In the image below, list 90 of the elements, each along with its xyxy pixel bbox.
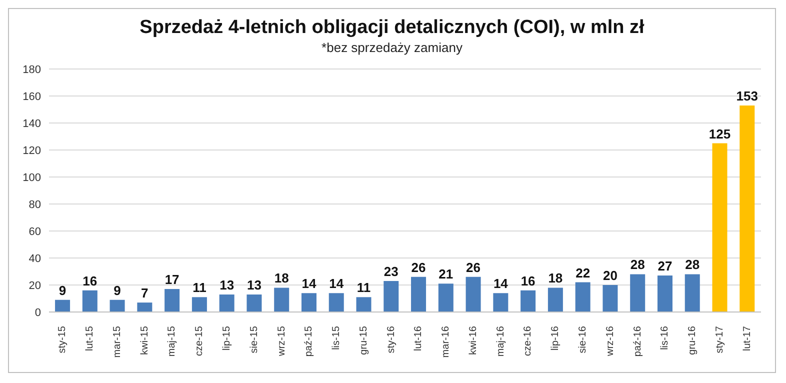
data-label: 26 xyxy=(466,260,481,275)
y-tick-label: 60 xyxy=(28,226,41,238)
data-label: 23 xyxy=(384,264,398,279)
bar xyxy=(411,276,426,312)
x-tick-label: cze-15 xyxy=(194,326,206,356)
bar xyxy=(466,276,481,312)
chart-subtitle: *bez sprzedaży zamiany xyxy=(320,40,464,55)
data-label: 22 xyxy=(576,265,590,280)
bar xyxy=(274,288,290,312)
data-label: 125 xyxy=(708,126,731,142)
y-tick-label: 20 xyxy=(28,280,41,292)
bar xyxy=(630,274,646,312)
data-label: 14 xyxy=(302,276,317,292)
x-tick-label: lut-15 xyxy=(84,326,96,352)
bar xyxy=(82,290,98,312)
data-label: 11 xyxy=(192,280,206,296)
y-tick-label: 80 xyxy=(28,198,41,211)
data-label: 26 xyxy=(411,260,426,275)
data-label: 11 xyxy=(356,280,371,296)
bar xyxy=(301,293,316,312)
bar xyxy=(575,282,590,312)
bar xyxy=(192,297,207,312)
x-tick-label: mar-16 xyxy=(440,326,452,358)
data-label: 13 xyxy=(246,277,262,292)
x-tick-label: kwi-16 xyxy=(468,326,479,355)
data-label: 20 xyxy=(602,268,618,283)
bar xyxy=(55,300,70,312)
x-tick-label: maj-16 xyxy=(495,326,506,357)
bar xyxy=(219,294,234,312)
chart-title: Sprzedaż 4-letnich obligacji detalicznych (COI), w mln zł xyxy=(138,17,646,39)
bar xyxy=(164,289,180,312)
bar xyxy=(684,274,700,312)
x-tick-label: lut-16 xyxy=(413,326,424,352)
x-tick-label: wrz-15 xyxy=(276,326,288,358)
y-tick-label: 160 xyxy=(22,90,41,103)
bar xyxy=(246,294,262,312)
data-label: 28 xyxy=(685,257,700,272)
bar xyxy=(137,302,152,312)
bar xyxy=(712,143,728,312)
data-label: 153 xyxy=(736,88,758,104)
data-label: 27 xyxy=(658,258,672,274)
data-label: 16 xyxy=(520,273,536,288)
data-label: 9 xyxy=(58,282,66,298)
x-tick-label: paź-15 xyxy=(304,326,315,357)
bar xyxy=(548,288,563,312)
x-tick-label: sty-15 xyxy=(57,326,68,354)
y-tick-label: 180 xyxy=(22,64,41,76)
bar xyxy=(438,284,454,312)
y-tick-label: 120 xyxy=(22,144,41,157)
bar xyxy=(493,293,508,312)
data-label: 7 xyxy=(141,286,148,301)
bar xyxy=(328,293,344,312)
x-tick-label: lip-16 xyxy=(550,326,562,350)
x-tick-label: sie-16 xyxy=(578,326,588,354)
data-label: 18 xyxy=(274,270,289,286)
x-tick-label: mar-15 xyxy=(112,326,123,358)
data-label: 18 xyxy=(548,270,563,286)
data-label: 13 xyxy=(220,277,234,292)
x-tick-label: sty-17 xyxy=(714,326,726,354)
bar xyxy=(602,285,618,312)
bar xyxy=(740,105,755,312)
data-label: 14 xyxy=(329,276,344,292)
bar xyxy=(356,297,372,312)
x-tick-label: sie-15 xyxy=(248,326,260,354)
x-tick-label: lis-15 xyxy=(331,326,342,350)
data-label: 17 xyxy=(164,272,180,288)
y-tick-label: 40 xyxy=(28,252,41,265)
x-tick-label: wrz-16 xyxy=(604,326,616,358)
bar xyxy=(384,280,399,312)
y-tick-label: 0 xyxy=(34,306,41,319)
x-tick-label: gru-15 xyxy=(358,326,370,355)
data-label: 9 xyxy=(114,282,121,298)
x-tick-label: maj-15 xyxy=(166,326,178,357)
x-tick-label: paź-16 xyxy=(632,326,644,357)
bar xyxy=(520,290,536,312)
x-tick-label: gru-16 xyxy=(687,326,698,355)
x-tick-label: sty-16 xyxy=(386,326,397,354)
data-label: 21 xyxy=(438,266,454,282)
y-tick-label: 140 xyxy=(22,118,41,130)
data-label: 16 xyxy=(82,273,98,288)
x-tick-label: lis-16 xyxy=(660,326,671,350)
data-label: 14 xyxy=(493,276,509,292)
x-tick-label: cze-16 xyxy=(522,326,534,356)
y-tick-label: 100 xyxy=(22,172,41,184)
bar xyxy=(657,276,672,312)
x-tick-label: kwi-15 xyxy=(139,326,150,355)
x-tick-label: lip-15 xyxy=(222,326,232,350)
x-tick-label: lut-17 xyxy=(742,326,753,352)
data-label: 28 xyxy=(630,257,645,272)
bar xyxy=(110,300,125,312)
